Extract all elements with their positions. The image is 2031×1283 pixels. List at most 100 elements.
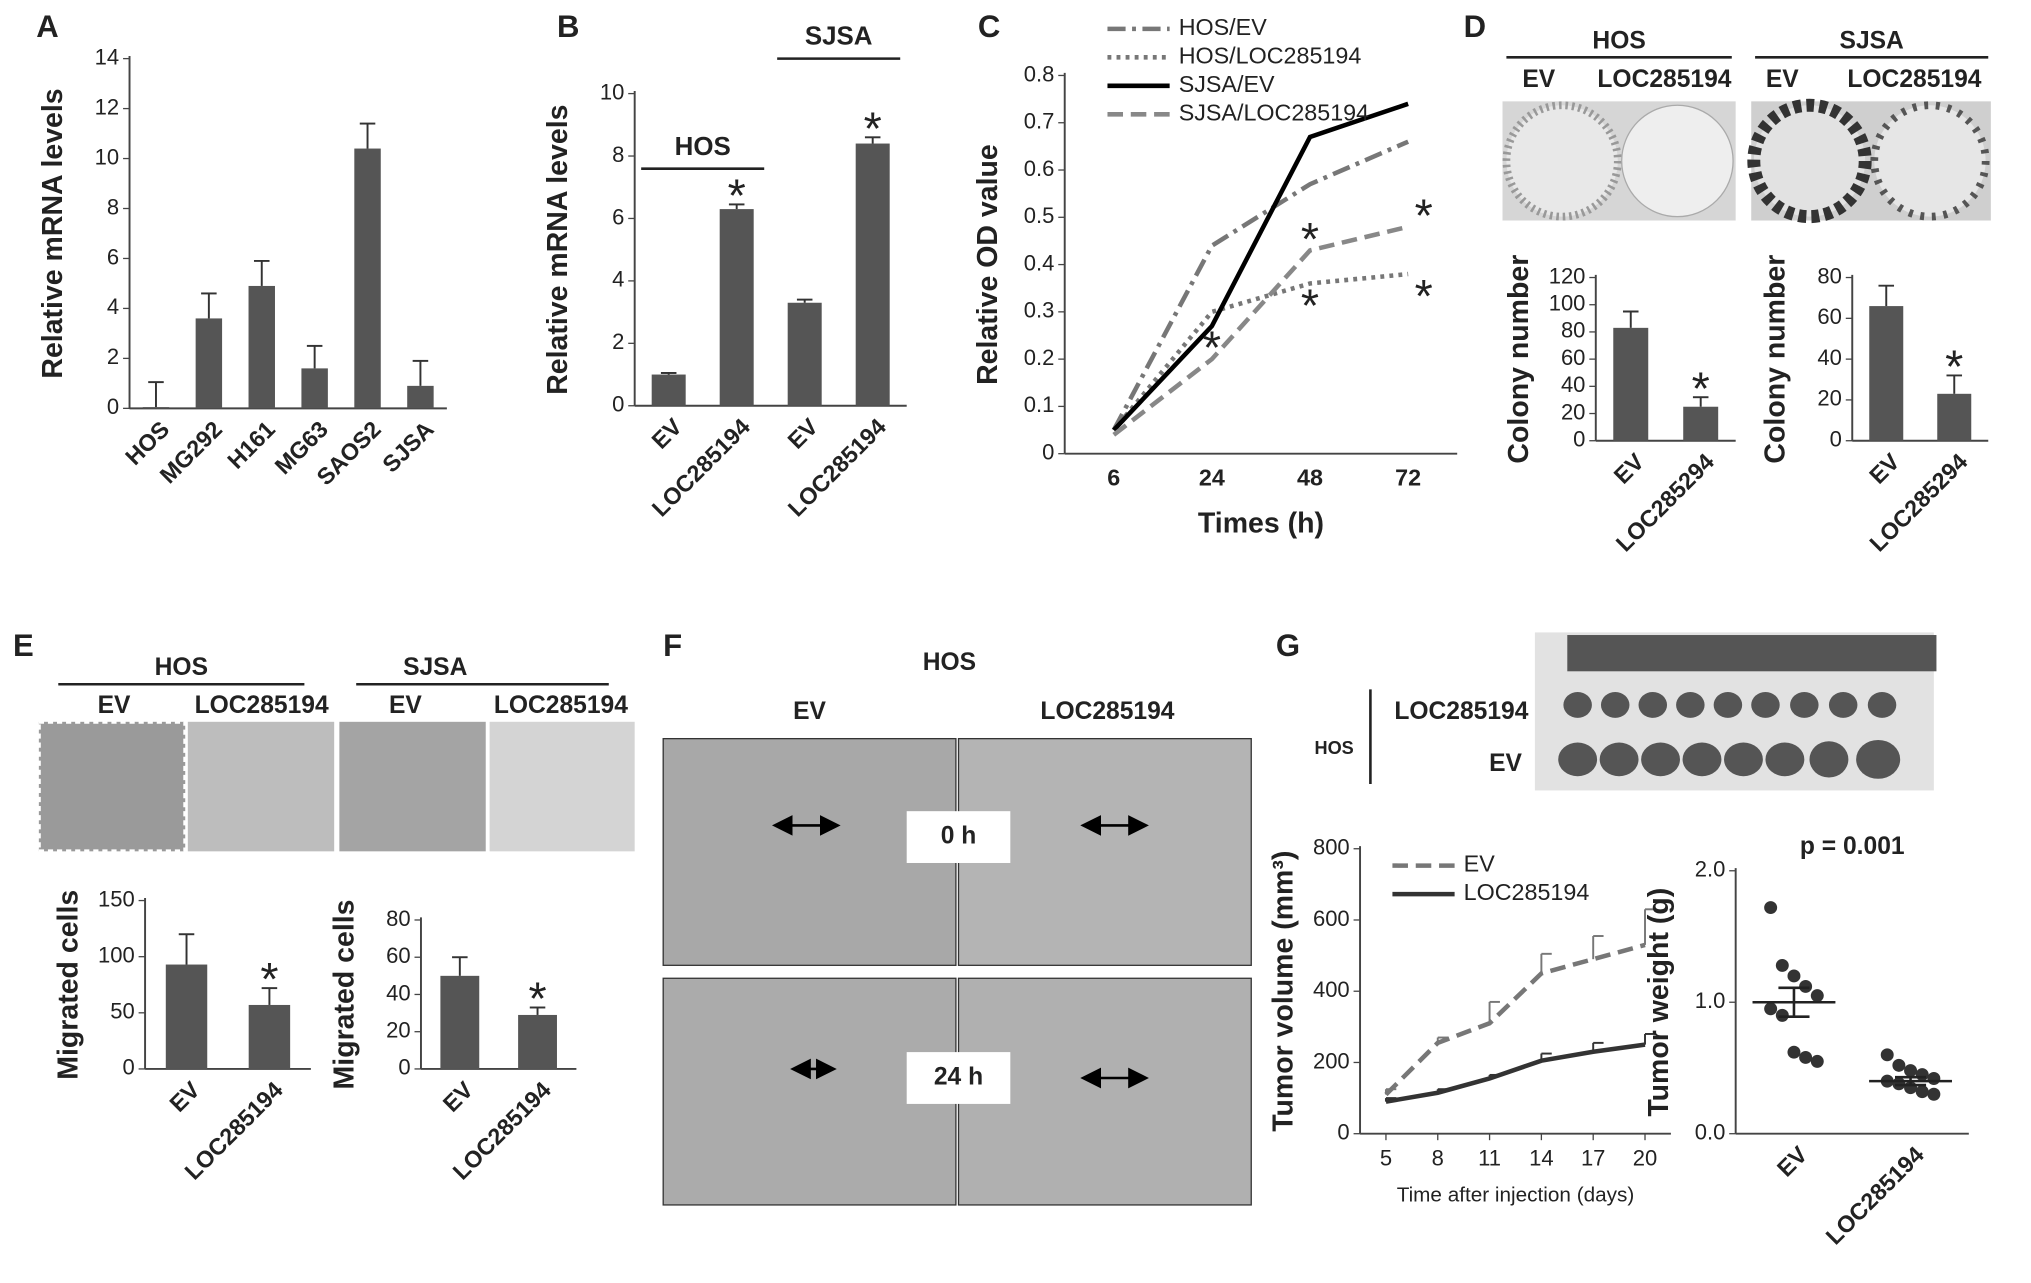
migration-photo [187,721,335,852]
image-label: EV [98,692,131,719]
y-tick-label: 150 [98,886,135,911]
panel-letter: B [557,9,579,44]
y-tick-label: 0.1 [1024,392,1055,417]
image-label: LOC285194 [1847,66,1981,93]
significance: * [1415,189,1433,241]
x-axis-label: Time after injection (days) [1397,1183,1635,1206]
significance: * [1945,341,1963,393]
y-tick-label: 20 [1561,399,1585,424]
series-line [1112,101,1409,432]
data-point [1764,901,1778,915]
image-label: EV [793,698,826,725]
x-tick-label: LOC285194 [1821,1141,1929,1249]
y-tick-label: 0.0 [1695,1120,1726,1145]
y-tick-label: 1.0 [1695,988,1726,1013]
plate [1621,104,1734,218]
image-group-title: HOS [923,649,976,676]
y-tick-label: 2.0 [1695,857,1726,882]
y-tick-label: 0 [612,392,624,417]
y-axis-label: Relative mRNA levels [37,88,69,378]
x-tick-label: SJSA [377,416,439,478]
data-point [1764,1002,1778,1016]
x-tick-label: 11 [1478,1145,1501,1170]
y-tick-label: 4 [107,294,119,319]
y-tick-label: 0.2 [1024,345,1055,370]
y-tick-label: 0 [398,1055,410,1080]
y-tick-label: 0 [122,1055,134,1080]
significance: * [528,973,546,1025]
x-tick-label: EV [783,413,824,454]
image-label: LOC285194 [1394,698,1528,725]
y-tick-label: 4 [612,267,624,292]
migration-photo [339,721,486,852]
y-axis-label: Relative OD value [972,144,1004,385]
y-tick-label: 0.7 [1024,109,1055,134]
y-tick-label: 60 [1817,304,1841,329]
image-group-title: HOS [155,654,208,681]
tumors [1558,692,1901,779]
y-tick-label: 0.8 [1024,61,1055,86]
image-label: EV [1489,750,1522,777]
significance: * [1301,280,1319,332]
group-label: SJSA [805,23,873,51]
y-tick-label: 0.4 [1024,250,1055,275]
y-tick-label: 0.3 [1024,298,1055,323]
image-group-title: SJSA [1840,27,1905,54]
y-tick-label: 6 [612,204,624,229]
migration-photo [36,719,188,854]
bar [440,975,480,1069]
panel-letter: C [978,9,1000,44]
x-tick-label: EV [164,1076,205,1117]
bar [142,407,170,409]
data-point [1799,979,1813,993]
panel-letter: G [1276,628,1300,663]
bar [407,385,434,409]
y-tick-label: 10 [600,79,624,104]
y-tick-label: 80 [386,906,410,931]
y-tick-label: 8 [612,142,624,167]
x-tick-label: 5 [1380,1145,1392,1170]
panel-letter: F [663,628,682,663]
data-point [1880,1048,1894,1062]
series-line [1384,942,1646,1097]
bar [651,374,686,406]
y-tick-label: 0 [1830,427,1842,452]
time-label: 24 h [934,1064,983,1091]
x-tick-label: EV [1772,1141,1813,1182]
y-axis-label: Tumor volume (mm³) [1267,851,1299,1132]
data-point [1904,1064,1918,1078]
x-tick-label: 17 [1581,1145,1605,1170]
significance: * [864,102,882,154]
y-axis-label: Tumor weight (g) [1643,888,1675,1117]
y-tick-label: 100 [98,942,135,967]
legend-label: LOC285194 [1464,879,1590,905]
series-line [1112,224,1409,437]
legend-label: SJSA/LOC285194 [1179,99,1369,125]
bar [354,148,381,409]
plate [1747,98,1872,224]
y-tick-label: 0.5 [1024,203,1055,228]
data-point [1799,1050,1813,1064]
x-axis-label: Times (h) [1198,507,1324,539]
image-label: LOC285194 [195,692,329,719]
y-tick-label: 0 [1573,427,1585,452]
data-point [1927,1072,1941,1085]
time-label: 0 h [941,823,977,850]
data-point [1915,1085,1929,1099]
ruler [1567,635,1937,672]
y-tick-label: 60 [1561,345,1585,370]
image-group-title: HOS [1314,738,1353,758]
series-line [1111,139,1410,432]
bar [518,1014,557,1069]
y-tick-label: 60 [386,943,410,968]
data-point [1927,1087,1941,1101]
x-tick-label: EV [438,1076,479,1117]
bar [248,1004,291,1069]
bar [248,285,275,409]
plate [1870,101,1990,221]
bar [165,964,208,1069]
image-label: EV [389,692,422,719]
x-tick-label: EV [1864,448,1905,489]
y-axis-label: Migrated cells [52,890,84,1080]
annotation: p = 0.001 [1800,833,1905,860]
